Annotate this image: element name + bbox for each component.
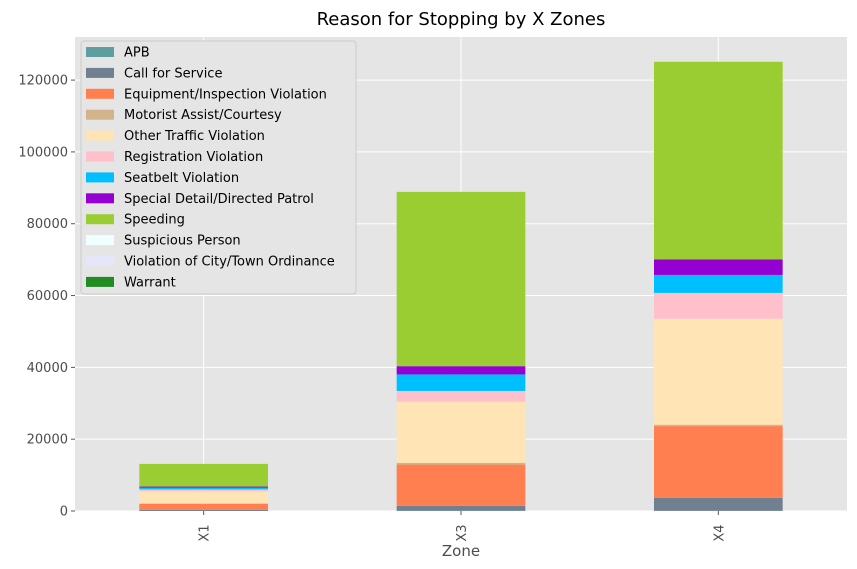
bar-segment: [396, 192, 526, 367]
legend-swatch: [86, 47, 114, 57]
legend-box: [80, 40, 357, 295]
legend-swatch: [86, 193, 114, 204]
y-tick-label: 60000: [27, 289, 68, 304]
bar-segment: [654, 61, 783, 260]
bar-segment: [139, 489, 268, 492]
legend-label: APB: [124, 46, 150, 61]
legend-swatch: [86, 88, 114, 99]
y-tick-label: 100000: [18, 145, 68, 160]
legend-swatch: [86, 67, 114, 78]
bar-segment: [654, 424, 783, 427]
legend-label: Suspicious Person: [124, 234, 241, 249]
y-axis: 0 20000 40000 60000 80000 100000 120000: [18, 74, 75, 520]
x-axis-label: Zone: [442, 542, 480, 560]
bar-segment: [396, 374, 526, 391]
x-tick-label: X1: [198, 524, 213, 541]
bar-segment: [139, 491, 268, 504]
legend-label: Warrant: [124, 275, 176, 290]
legend-label: Registration Violation: [124, 150, 263, 165]
bar-segment: [654, 259, 783, 275]
legend-label: Call for Service: [124, 66, 222, 81]
bar-segment: [396, 401, 526, 463]
legend-swatch: [86, 276, 114, 287]
legend-swatch: [86, 256, 114, 266]
legend-label: Motorist Assist/Courtesy: [124, 108, 282, 123]
x-tick-label: X3: [455, 524, 470, 541]
legend-label: Special Detail/Directed Patrol: [124, 192, 314, 207]
bar-segment: [139, 509, 268, 511]
chart-title: Reason for Stopping by X Zones: [317, 9, 606, 30]
legend-swatch: [86, 235, 114, 246]
legend-label: Speeding: [124, 213, 185, 228]
bar-segment: [396, 366, 526, 375]
bar-segment: [396, 505, 526, 511]
bar-segment: [654, 497, 783, 511]
bar-segment: [654, 292, 783, 319]
bar-segment: [396, 390, 526, 402]
bar-segment: [654, 426, 783, 498]
legend: APB Call for Service Equipment/Inspection …: [80, 40, 357, 295]
legend-label: Violation of City/Town Ordinance: [124, 255, 335, 270]
bar-segment: [139, 463, 268, 487]
legend-swatch: [86, 214, 114, 225]
x-axis: X1 X3 X4: [198, 511, 727, 542]
bar-segment: [396, 464, 526, 506]
legend-label: Equipment/Inspection Violation: [124, 87, 327, 102]
bar-segment: [654, 274, 783, 293]
y-tick-label: 20000: [27, 433, 68, 448]
legend-swatch: [86, 109, 114, 120]
bar-segment: [139, 503, 268, 510]
y-tick-label: 0: [60, 505, 68, 520]
y-tick-label: 120000: [18, 74, 68, 89]
bar-segment: [654, 318, 783, 425]
x-tick-label: X4: [712, 524, 727, 541]
bar-segment: [139, 487, 268, 490]
bar-segment: [139, 486, 268, 488]
legend-label: Other Traffic Violation: [124, 129, 265, 144]
legend-label: Seatbelt Violation: [124, 171, 239, 186]
legend-swatch: [86, 130, 114, 141]
legend-swatch: [86, 172, 114, 183]
y-tick-label: 80000: [27, 217, 68, 232]
legend-swatch: [86, 151, 114, 162]
bar-segment: [396, 462, 526, 465]
bars: [139, 61, 783, 511]
y-tick-label: 40000: [27, 361, 68, 376]
